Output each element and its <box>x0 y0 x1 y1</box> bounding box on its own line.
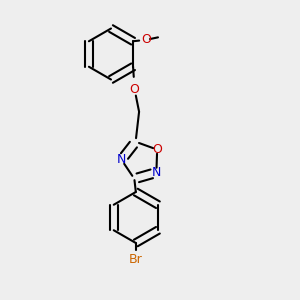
Text: N: N <box>152 166 161 179</box>
Text: O: O <box>142 33 152 46</box>
Text: Br: Br <box>129 253 143 266</box>
Text: N: N <box>117 153 126 166</box>
Text: O: O <box>152 143 162 156</box>
Text: O: O <box>130 83 140 96</box>
